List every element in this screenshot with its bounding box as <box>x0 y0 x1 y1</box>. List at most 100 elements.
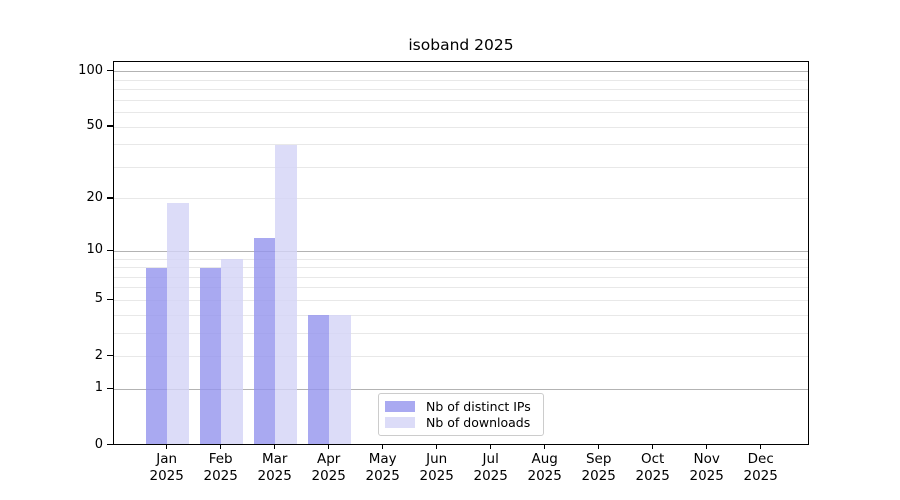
x-axis-month-label: Jun 2025 <box>420 451 454 484</box>
month-year: 2025 <box>311 467 346 484</box>
legend-swatch <box>385 417 415 429</box>
minor-gridline <box>114 287 808 289</box>
x-axis-tick <box>274 445 276 449</box>
x-axis-month-label: Apr 2025 <box>312 451 346 484</box>
month-name: Sep <box>585 451 612 467</box>
x-axis-tick <box>706 445 708 449</box>
month-year: 2025 <box>419 467 454 484</box>
bar-nb-of-downloads <box>167 202 189 444</box>
month-year: 2025 <box>149 467 184 484</box>
y-axis-tick <box>107 354 113 357</box>
major-gridline <box>114 71 808 73</box>
x-axis-month-label: Feb 2025 <box>204 451 238 484</box>
minor-gridline <box>114 166 808 168</box>
month-name: May <box>368 451 397 467</box>
bar-nb-of-distinct-ips <box>253 237 276 444</box>
minor-gridline <box>114 276 808 278</box>
month-year: 2025 <box>743 467 778 484</box>
y-axis-tick-label: 100 <box>78 62 103 78</box>
month-year: 2025 <box>689 467 724 484</box>
x-axis-tick <box>166 445 168 449</box>
y-axis-tick-label: 50 <box>86 118 103 134</box>
minor-gridline <box>114 299 808 301</box>
y-axis-tick-label: 2 <box>94 347 103 363</box>
major-gridline <box>114 250 808 252</box>
month-name: Dec <box>747 451 774 467</box>
x-axis-month-label: Aug 2025 <box>528 451 562 484</box>
bar-nb-of-distinct-ips <box>145 267 168 444</box>
y-axis-tick <box>107 125 113 127</box>
x-axis-month-label: Mar 2025 <box>258 451 292 484</box>
bar-nb-of-distinct-ips <box>199 267 222 444</box>
plot-area <box>113 60 809 445</box>
month-name: Jul <box>482 451 499 467</box>
x-axis-tick <box>382 445 384 449</box>
y-axis-tick <box>107 443 113 446</box>
month-name: Aug <box>531 451 558 467</box>
x-axis-tick <box>220 445 222 449</box>
minor-gridline <box>114 89 808 91</box>
month-name: Feb <box>208 451 233 467</box>
major-gridline <box>114 388 808 390</box>
month-year: 2025 <box>635 467 670 484</box>
month-year: 2025 <box>365 467 400 484</box>
bar-nb-of-downloads <box>275 144 297 444</box>
month-name: Oct <box>641 451 665 467</box>
x-axis-tick <box>436 445 438 449</box>
minor-gridline <box>114 79 808 81</box>
x-axis-month-label: Oct 2025 <box>636 451 670 484</box>
x-axis-month-label: Dec 2025 <box>744 451 778 484</box>
x-axis-tick <box>328 445 330 449</box>
x-axis-month-label: Sep 2025 <box>582 451 616 484</box>
chart-title: isoband 2025 <box>408 36 514 54</box>
minor-gridline <box>114 112 808 114</box>
y-axis-tick-label: 5 <box>94 291 103 307</box>
bar-nb-of-downloads <box>329 315 351 444</box>
minor-gridline <box>114 198 808 200</box>
x-axis-tick <box>598 445 600 449</box>
month-year: 2025 <box>473 467 508 484</box>
month-name: Nov <box>693 451 720 467</box>
legend-item: Nb of distinct IPs <box>385 399 535 414</box>
x-axis-month-label: Jul 2025 <box>474 451 508 484</box>
y-axis-tick-label: 10 <box>86 242 103 258</box>
y-axis-tick <box>107 197 113 199</box>
legend: Nb of distinct IPs Nb of downloads <box>378 393 544 436</box>
month-name: Jun <box>426 451 448 467</box>
minor-gridline <box>114 126 808 128</box>
x-axis-tick <box>490 445 492 449</box>
x-axis-tick <box>760 445 762 449</box>
minor-gridline <box>114 144 808 146</box>
x-axis-month-label: Jan 2025 <box>150 451 184 484</box>
month-name: Mar <box>261 451 288 467</box>
minor-gridline <box>114 99 808 101</box>
month-name: Jan <box>156 451 178 467</box>
minor-gridline <box>114 258 808 260</box>
bar-nb-of-distinct-ips <box>307 315 330 444</box>
legend-item: Nb of downloads <box>385 415 535 430</box>
y-axis-tick <box>107 387 113 390</box>
y-axis-tick-label: 0 <box>94 436 103 452</box>
minor-gridline <box>114 332 808 334</box>
x-axis-tick <box>652 445 654 449</box>
minor-gridline <box>114 356 808 358</box>
minor-gridline <box>114 267 808 269</box>
x-axis-tick <box>544 445 546 449</box>
legend-swatch <box>385 400 415 412</box>
y-axis-tick-label: 20 <box>86 189 103 205</box>
y-axis-tick-label: 1 <box>94 380 103 396</box>
y-axis-tick <box>107 70 113 72</box>
month-year: 2025 <box>203 467 238 484</box>
month-year: 2025 <box>257 467 292 484</box>
y-axis-tick <box>107 298 113 301</box>
legend-label: Nb of downloads <box>426 415 531 431</box>
x-axis-month-label: Nov 2025 <box>690 451 724 484</box>
minor-gridline <box>114 314 808 316</box>
bar-nb-of-downloads <box>221 259 243 444</box>
y-axis-tick <box>107 249 113 252</box>
month-name: Apr <box>317 451 341 467</box>
legend-label: Nb of distinct IPs <box>426 398 531 414</box>
month-year: 2025 <box>527 467 562 484</box>
x-axis-month-label: May 2025 <box>366 451 400 484</box>
